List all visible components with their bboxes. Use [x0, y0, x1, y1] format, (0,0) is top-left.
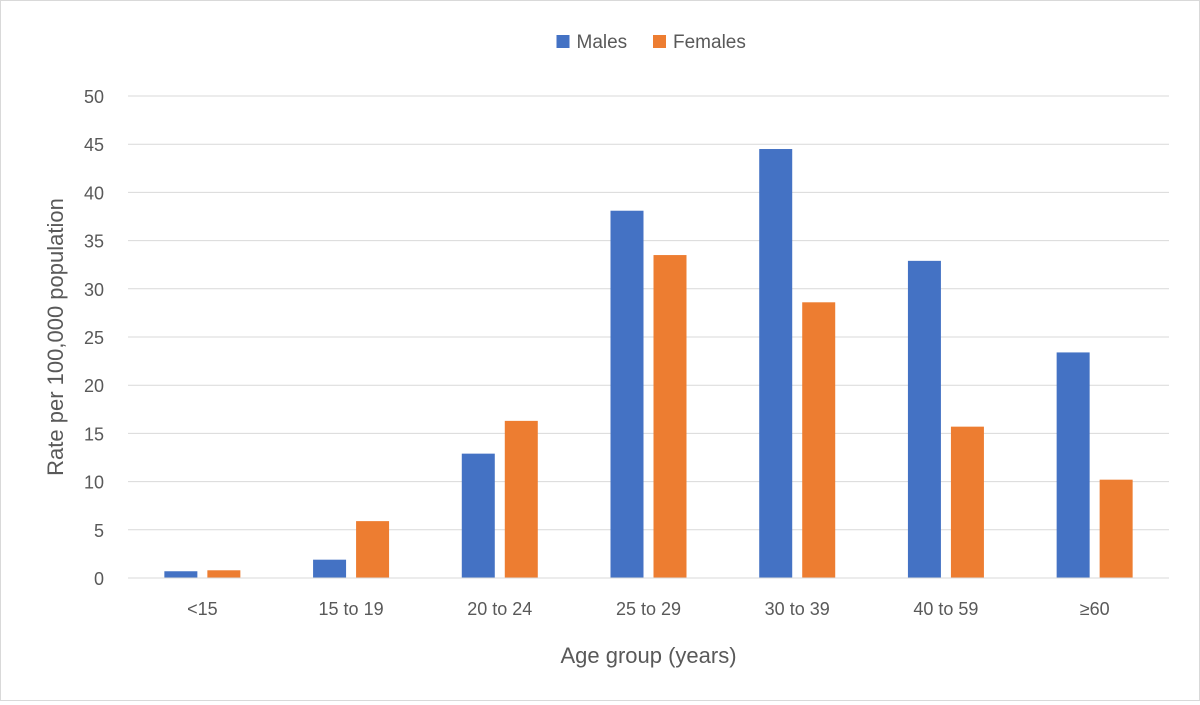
bar-females: [802, 302, 836, 578]
y-tick-label: 20: [84, 376, 104, 396]
legend-swatch: [653, 35, 666, 48]
y-axis-label: Rate per 100,000 population: [43, 198, 68, 476]
y-tick-label: 5: [94, 521, 104, 541]
gridlines: [128, 95, 1169, 531]
x-tick-label: ≥60: [1080, 599, 1110, 619]
legend-swatch: [556, 35, 570, 48]
x-axis-label: Age group (years): [560, 643, 736, 668]
y-tick-label: 40: [84, 183, 104, 203]
y-tick-label: 50: [84, 87, 104, 107]
y-tick-label: 15: [84, 424, 104, 444]
bars: [164, 149, 1133, 578]
bar-males: [610, 210, 644, 578]
bar-males: [759, 149, 793, 578]
bar-females: [950, 426, 984, 578]
bar-females: [504, 420, 538, 578]
bar-females: [1099, 479, 1133, 578]
legend-label: Females: [673, 32, 746, 53]
x-axis-tick-labels: <15 15 to 19 20 to 24 25 to 29 30 to 39 40 to…: [187, 599, 1110, 619]
bar-females: [653, 255, 687, 578]
bar-females: [207, 570, 241, 578]
x-tick-label: <15: [187, 599, 218, 619]
y-tick-label: 35: [84, 232, 104, 252]
bar-females: [356, 521, 390, 578]
bar-males: [313, 559, 347, 578]
bar-males: [907, 260, 941, 578]
y-tick-label: 10: [84, 473, 104, 493]
bar-males: [1056, 352, 1090, 578]
y-axis-tick-labels: 0 5 10 15 20 25 30 35 40 45 50: [84, 87, 104, 589]
y-tick-label: 0: [94, 569, 104, 589]
y-tick-label: 45: [84, 135, 104, 155]
legend-label: Males: [577, 32, 628, 53]
y-tick-label: 30: [84, 280, 104, 300]
x-tick-label: 20 to 24: [467, 599, 532, 619]
bar-males: [164, 571, 198, 578]
x-tick-label: 40 to 59: [913, 599, 978, 619]
x-tick-label: 30 to 39: [765, 599, 830, 619]
x-tick-label: 15 to 19: [319, 599, 384, 619]
x-tick-label: 25 to 29: [616, 599, 681, 619]
y-tick-label: 25: [84, 328, 104, 348]
bar-males: [461, 453, 495, 578]
legend: Males Females: [556, 32, 746, 53]
